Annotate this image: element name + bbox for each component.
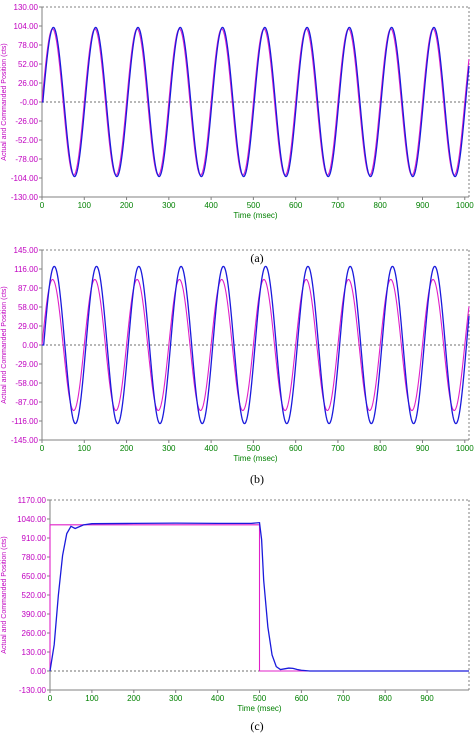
- y-tick-label: 910.00: [22, 534, 47, 543]
- x-tick-label: 200: [120, 444, 134, 453]
- x-tick-label: 400: [204, 201, 218, 210]
- x-tick-label: 900: [416, 444, 430, 453]
- actual-position-line: [42, 26, 470, 178]
- y-tick-label: 78.00: [18, 41, 39, 50]
- x-tick-label: 600: [289, 201, 303, 210]
- y-tick-label: -52.00: [15, 136, 38, 145]
- y-tick-label: -0.00: [20, 98, 39, 107]
- actual-position-line: [49, 521, 469, 672]
- caption-a: (a): [250, 251, 263, 265]
- y-tick-label: -130.00: [19, 686, 47, 695]
- x-tick-label: 800: [379, 694, 393, 703]
- x-tick-label: 900: [416, 201, 430, 210]
- y-axis-label: Actual and Commanded Position (cts): [1, 43, 8, 161]
- x-tick-label: 500: [247, 201, 261, 210]
- x-tick-label: 400: [211, 694, 225, 703]
- x-tick-label: 500: [253, 694, 267, 703]
- y-tick-label: -104.00: [11, 174, 39, 183]
- x-tick-label: 800: [374, 201, 388, 210]
- y-tick-label: 260.00: [22, 629, 47, 638]
- y-tick-label: 58.00: [18, 303, 39, 312]
- x-tick-label: 1000: [456, 201, 474, 210]
- y-tick-label: 520.00: [22, 591, 47, 600]
- x-tick-label: 300: [162, 201, 176, 210]
- y-axis-label: Actual and Commanded Position (cts): [1, 286, 8, 404]
- x-tick-label: 700: [331, 201, 345, 210]
- y-tick-label: 0.00: [30, 667, 46, 676]
- x-tick-label: 100: [78, 201, 92, 210]
- y-tick-label: -78.00: [15, 155, 38, 164]
- x-tick-label: 1000: [456, 444, 474, 453]
- panel-c: 1170.00 1040.00 910.00 780.00 650.00 520.00 39…: [1, 496, 470, 713]
- x-tick-label: 200: [127, 694, 141, 703]
- y-tick-label: 116.00: [14, 265, 38, 274]
- y-tick-label: -29.00: [15, 360, 38, 369]
- y-tick-label: -87.00: [15, 398, 38, 407]
- x-axis-label: Time (msec): [233, 211, 277, 220]
- x-tick-label: 0: [48, 694, 53, 703]
- actual-position-line: [42, 265, 470, 425]
- panel-b: 145.00 116.00 87.00 58.00 29.00 0.00 -29.00 -58…: [1, 246, 474, 463]
- y-tick-label: -145.00: [11, 436, 39, 445]
- y-tick-label: 650.00: [22, 572, 47, 581]
- y-tick-label: 1170.00: [18, 496, 47, 505]
- x-axis-label: Time (msec): [237, 704, 281, 713]
- y-tick-label: 104.00: [14, 22, 39, 31]
- y-tick-label: 130.00: [22, 648, 47, 657]
- y-tick-label: 29.00: [18, 322, 39, 331]
- x-axis-label: Time (msec): [233, 454, 277, 463]
- x-tick-label: 500: [247, 444, 261, 453]
- y-tick-label: -26.00: [15, 117, 38, 126]
- y-tick-label: 145.00: [14, 246, 39, 255]
- y-tick-label: -116.00: [11, 417, 38, 426]
- y-tick-label: 26.00: [18, 79, 39, 88]
- y-tick-label: 0.00: [22, 341, 38, 350]
- y-tick-label: -130.00: [11, 193, 39, 202]
- y-tick-label: 780.00: [22, 553, 47, 562]
- y-tick-label: -58.00: [15, 379, 38, 388]
- x-tick-label: 100: [78, 444, 92, 453]
- x-tick-label: 300: [169, 694, 183, 703]
- x-tick-label: 600: [295, 694, 309, 703]
- commanded-position-line: [49, 524, 469, 672]
- x-tick-label: 700: [331, 444, 345, 453]
- y-tick-label: 52.00: [18, 60, 39, 69]
- x-tick-label: 0: [40, 444, 45, 453]
- x-tick-label: 200: [120, 201, 134, 210]
- y-tick-label: 390.00: [22, 610, 47, 619]
- x-tick-label: 0: [40, 201, 45, 210]
- x-tick-label: 300: [162, 444, 176, 453]
- x-tick-label: 100: [85, 694, 99, 703]
- caption-c: (c): [250, 719, 263, 733]
- y-tick-label: 87.00: [18, 284, 39, 293]
- y-axis-label: Actual and Commanded Position (cts): [1, 536, 8, 654]
- panel-a: 130.00 104.00 78.00 52.00 26.00 -0.00 -26.00 -5…: [1, 3, 474, 220]
- x-tick-label: 800: [374, 444, 388, 453]
- x-tick-label: 400: [204, 444, 218, 453]
- y-tick-label: 1040.00: [17, 515, 46, 524]
- x-tick-label: 900: [420, 694, 434, 703]
- caption-b: (b): [250, 472, 264, 486]
- x-tick-label: 600: [289, 444, 303, 453]
- x-tick-label: 700: [337, 694, 351, 703]
- y-tick-label: 130.00: [14, 3, 39, 12]
